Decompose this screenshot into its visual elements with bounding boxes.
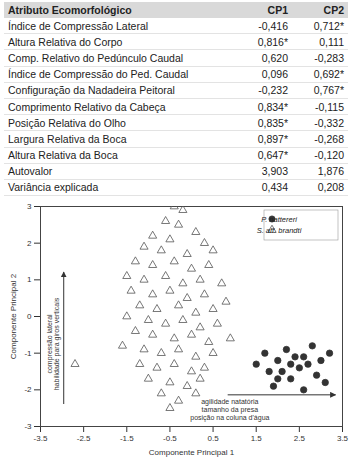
html-text:0,111: 0,111	[319, 35, 344, 48]
svg-text:3.5: 3.5	[337, 434, 349, 443]
html-text:-0,416: -0,416	[258, 19, 288, 32]
html-text:0,620: 0,620	[261, 52, 288, 64]
html-text:Largura Relativa da Boca: Largura Relativa da Boca	[8, 132, 127, 145]
html-text:Altura Relativa do Corpo: Altura Relativa do Corpo	[8, 35, 123, 48]
html-text:Comprimento Relativo da Cabeça: Comprimento Relativo da Cabeça	[8, 100, 166, 113]
svg-text:habilidade para giros verticai: habilidade para giros verticais	[53, 297, 61, 390]
html-text:0,835*: 0,835*	[257, 116, 288, 129]
html-text:0,834*: 0,834*	[257, 100, 288, 113]
html-text:Altura Relativa da Boca: Altura Relativa da Boca	[8, 149, 118, 162]
html-text:Posição Relativa do Olho: Posição Relativa do Olho	[8, 116, 126, 129]
html-text:CP1: CP1	[267, 4, 288, 16]
svg-text:2.5: 2.5	[294, 434, 306, 443]
html-text:Comp. Relativo do Pedúnculo Ca: Comp. Relativo do Pedúnculo Caudal	[8, 52, 184, 64]
svg-text:-3: -3	[24, 422, 32, 431]
html-text:-0,332: -0,332	[314, 116, 344, 129]
html-text:-0,283: -0,283	[314, 52, 344, 64]
html-text:Configuração da Nadadeira Peit: Configuração da Nadadeira Peitoral	[8, 84, 175, 97]
svg-text:posição na coluna d'água: posição na coluna d'água	[190, 414, 269, 422]
svg-text:1: 1	[27, 275, 32, 284]
html-text:Variância explicada: Variância explicada	[8, 181, 99, 194]
html-text:0,647*: 0,647*	[257, 149, 288, 162]
html-text:-0,232: -0,232	[258, 84, 288, 97]
svg-text:Componente Principal 2: Componente Principal 2	[9, 273, 18, 359]
html-text:Índice de Compressão Lateral: Índice de Compressão Lateral	[8, 19, 149, 32]
html-text:-0,115: -0,115	[315, 100, 344, 113]
html-text:Autovalor: Autovalor	[8, 165, 53, 178]
html-text:Atributo Ecomorfológico: Atributo Ecomorfológico	[8, 4, 132, 16]
html-text:0,692*: 0,692*	[313, 68, 344, 81]
svg-text:tamanho da presa: tamanho da presa	[202, 406, 259, 414]
svg-text:-3.5: -3.5	[34, 434, 48, 443]
svg-text:3: 3	[27, 202, 32, 211]
html-text:0,208: 0,208	[317, 181, 344, 194]
html-text:0,096: 0,096	[261, 68, 288, 81]
html-text:0,897*: 0,897*	[257, 132, 288, 145]
svg-text:0: 0	[27, 312, 32, 321]
svg-text:Componente Principal 1: Componente Principal 1	[149, 448, 235, 457]
html-text:3,903: 3,903	[261, 165, 288, 178]
html-text:-0,120: -0,120	[314, 149, 344, 162]
html-text:CP2: CP2	[323, 4, 344, 16]
svg-text:2: 2	[27, 239, 32, 248]
html-text:Índice de Compressão do Ped. C: Índice de Compressão do Ped. Caudal	[8, 68, 189, 81]
svg-text:-2.5: -2.5	[77, 434, 91, 443]
html-text:-0,268: -0,268	[314, 132, 344, 145]
svg-text:-1.5: -1.5	[120, 434, 134, 443]
html-text:0,712*: 0,712*	[313, 19, 344, 32]
svg-text:-2: -2	[24, 385, 32, 394]
svg-text:agilidade natatória: agilidade natatória	[201, 398, 258, 406]
svg-text:-1: -1	[24, 349, 32, 358]
html-text:1,876: 1,876	[317, 165, 344, 178]
svg-text:P. nattereri: P. nattereri	[261, 215, 297, 224]
html-text:0,767*: 0,767*	[313, 84, 344, 97]
html-text:0,434: 0,434	[261, 181, 288, 194]
svg-text:1.5: 1.5	[251, 434, 263, 443]
svg-text:-0.5: -0.5	[163, 434, 177, 443]
svg-text:compressão lateral: compressão lateral	[45, 314, 53, 374]
svg-text:S. aff. brandti: S. aff. brandti	[257, 226, 302, 235]
html-text:0,816*: 0,816*	[257, 35, 288, 48]
svg-text:0.5: 0.5	[208, 434, 220, 443]
